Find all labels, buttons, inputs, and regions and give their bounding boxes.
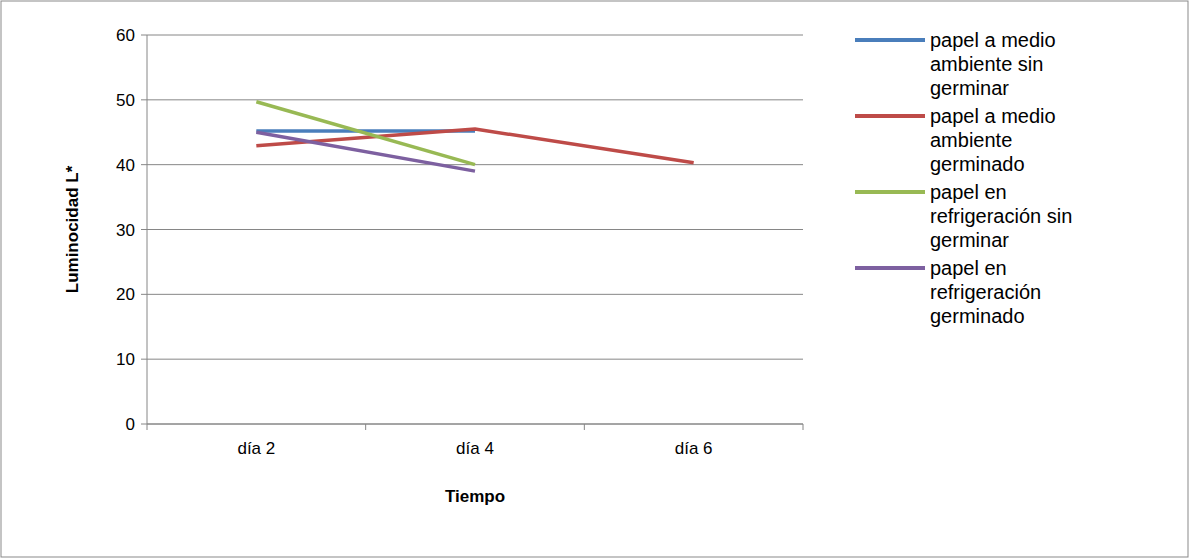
series-line [256,129,693,163]
y-tick [141,164,147,165]
grid-line [147,424,803,425]
y-axis [147,35,148,424]
plot-area [256,102,693,171]
x-tick [147,424,148,430]
x-tick-label: día 6 [675,439,713,458]
grid-line [147,35,803,36]
chart: 0 10 20 30 40 50 60 día 2 día 4 día 6 Tiempo Lumino… [0,0,1190,559]
series-line [256,102,475,165]
grid-line [147,99,803,100]
y-tick [141,359,147,360]
y-tick-label: 60 [116,26,135,45]
chart-frame [1,1,1188,557]
x-tick [584,424,585,430]
x-tick-label: día 2 [237,439,275,458]
legend-label: papel a medioambientegerminado [930,105,1056,175]
legend-key [855,38,925,42]
x-tick [803,424,804,430]
y-tick-label: 30 [116,221,135,240]
y-tick [141,99,147,100]
grid-line [147,229,803,230]
legend-label: papel enrefrigeracióngerminado [930,257,1041,327]
y-tick [141,424,147,425]
y-tick [141,294,147,295]
y-tick-label: 20 [116,285,135,304]
grid-line [147,294,803,295]
y-tick-label: 0 [126,415,135,434]
y-tick-label: 40 [116,156,135,175]
legend-label: papel enrefrigeración singerminar [930,181,1072,251]
y-axis-title: Luminocidad L* [63,165,82,293]
y-tick-label: 50 [116,91,135,110]
legend-key [855,114,925,118]
y-tick [141,35,147,36]
x-tick-label: día 4 [456,439,494,458]
y-tick-label: 10 [116,350,135,369]
legend-key [855,190,925,194]
x-tick [365,424,366,430]
y-tick [141,229,147,230]
series-line [256,132,475,171]
legend-label: papel a medioambiente singerminar [930,29,1056,99]
legend-key [855,266,925,270]
x-axis [147,424,803,425]
x-axis-title: Tiempo [445,487,505,506]
grid-line [147,359,803,360]
